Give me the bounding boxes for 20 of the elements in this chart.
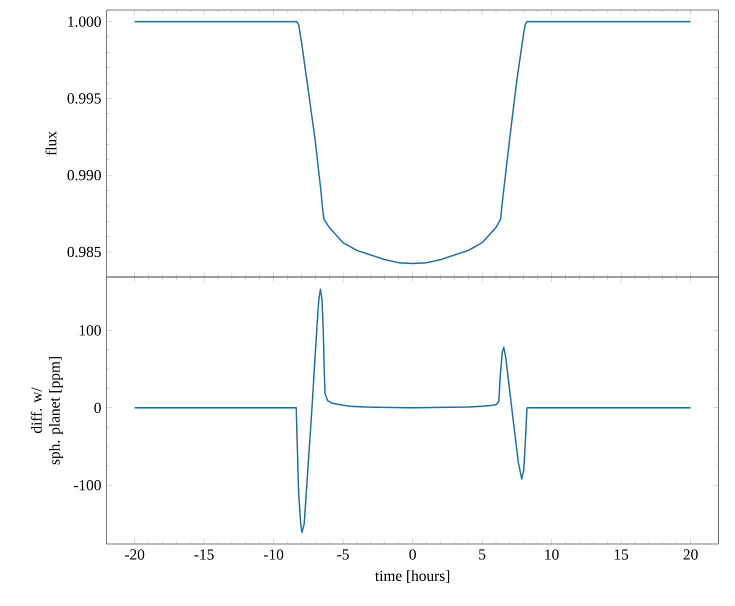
- y-tick-label: 0.995: [68, 93, 101, 104]
- y-tick-label: 0.990: [68, 170, 101, 180]
- y-axis-title: diff. w/ sph. planet [ppm]: [30, 357, 63, 464]
- x-tick-label: 10: [545, 549, 559, 560]
- y-tick-label: -100: [74, 480, 101, 490]
- y-tick-label: 0: [94, 402, 101, 413]
- x-tick-label: 15: [614, 549, 628, 560]
- y-tick-label: 100: [80, 325, 101, 336]
- x-tick-label: 5: [479, 549, 486, 560]
- y-tick-label: 1.000: [68, 16, 101, 27]
- x-tick-label: 20: [684, 549, 698, 560]
- x-axis-title: time [hours]: [375, 570, 450, 583]
- x-tick-label: 0: [409, 549, 416, 560]
- x-tick-label: -20: [124, 549, 144, 560]
- line-series: [134, 288, 692, 534]
- x-tick-label: -10: [264, 549, 284, 560]
- y-tick-label: 0.985: [68, 246, 101, 258]
- x-tick-label: -5: [337, 549, 349, 560]
- y-axis-title: flux: [46, 131, 56, 156]
- x-tick-label: -15: [194, 549, 214, 560]
